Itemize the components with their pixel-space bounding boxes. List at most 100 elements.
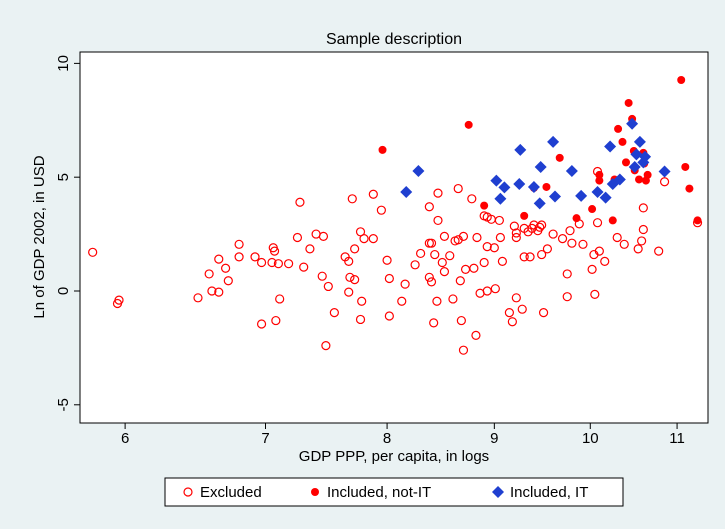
point — [628, 160, 641, 173]
point — [439, 267, 450, 277]
point — [614, 124, 623, 133]
point — [557, 234, 568, 244]
point — [624, 98, 633, 107]
point — [384, 311, 394, 321]
point — [533, 197, 546, 210]
point — [410, 260, 420, 270]
point — [637, 236, 647, 246]
point — [376, 205, 386, 215]
point — [207, 286, 217, 296]
point — [214, 287, 224, 297]
point — [677, 75, 686, 84]
point — [482, 286, 492, 296]
point — [412, 165, 425, 178]
point — [455, 276, 465, 286]
point — [430, 249, 440, 260]
point — [469, 263, 479, 273]
legend-label: Excluded — [200, 484, 262, 501]
legend-marker — [492, 486, 504, 498]
point — [635, 175, 644, 184]
point — [658, 165, 671, 178]
point — [638, 224, 648, 235]
point — [575, 189, 588, 202]
x-tick-label: 9 — [490, 430, 498, 447]
point — [273, 259, 284, 269]
point — [519, 252, 529, 262]
point — [599, 191, 612, 204]
point — [193, 293, 203, 303]
point — [292, 232, 303, 243]
point — [234, 239, 244, 249]
y-tick-label: 10 — [55, 55, 72, 72]
legend-box — [164, 477, 624, 507]
point — [214, 254, 224, 264]
point — [271, 315, 281, 326]
point — [621, 158, 630, 167]
point — [562, 292, 572, 302]
point — [256, 319, 267, 329]
point — [482, 242, 492, 252]
point — [537, 220, 547, 230]
point — [572, 214, 581, 223]
point — [497, 256, 507, 266]
point — [613, 173, 626, 186]
point — [626, 117, 639, 130]
point — [494, 215, 504, 226]
point — [587, 264, 597, 274]
point — [433, 188, 443, 198]
point — [633, 244, 643, 254]
point — [681, 162, 690, 171]
point — [256, 257, 267, 268]
point — [350, 275, 360, 285]
point — [445, 251, 455, 261]
point — [507, 317, 517, 327]
point — [590, 289, 600, 300]
point — [448, 294, 458, 304]
point — [520, 211, 529, 220]
point — [548, 229, 558, 239]
point — [604, 140, 617, 153]
point — [223, 276, 233, 286]
point — [472, 232, 482, 243]
point — [565, 226, 575, 236]
y-tick-label: 5 — [55, 173, 72, 181]
point — [357, 296, 367, 306]
point — [384, 273, 394, 284]
legend-label: Included, IT — [510, 484, 588, 501]
point — [347, 194, 357, 204]
point — [490, 284, 500, 294]
plot-area — [79, 51, 709, 424]
point — [578, 239, 588, 249]
point — [511, 232, 521, 243]
point — [382, 255, 392, 265]
point — [480, 201, 489, 210]
point — [517, 304, 527, 314]
point — [659, 177, 670, 187]
point — [643, 170, 652, 179]
point — [685, 184, 694, 193]
point — [284, 259, 294, 269]
point — [619, 239, 629, 249]
point — [317, 271, 327, 281]
point — [378, 145, 387, 154]
point — [511, 228, 521, 238]
point — [638, 203, 648, 213]
point — [453, 183, 463, 194]
point — [549, 190, 562, 203]
point — [565, 165, 578, 178]
point — [321, 341, 331, 351]
point — [295, 197, 305, 207]
point — [618, 137, 627, 146]
x-tick-label: 8 — [383, 430, 391, 447]
point — [424, 202, 434, 212]
point — [535, 222, 545, 232]
point — [494, 192, 507, 205]
point — [220, 263, 231, 273]
x-axis-label: GDP PPP, per capita, in logs — [299, 448, 489, 465]
point — [547, 135, 560, 148]
point — [464, 120, 473, 129]
chart-title: Sample description — [326, 31, 462, 48]
legend-marker — [183, 487, 193, 497]
point — [318, 231, 329, 241]
point — [432, 296, 442, 306]
